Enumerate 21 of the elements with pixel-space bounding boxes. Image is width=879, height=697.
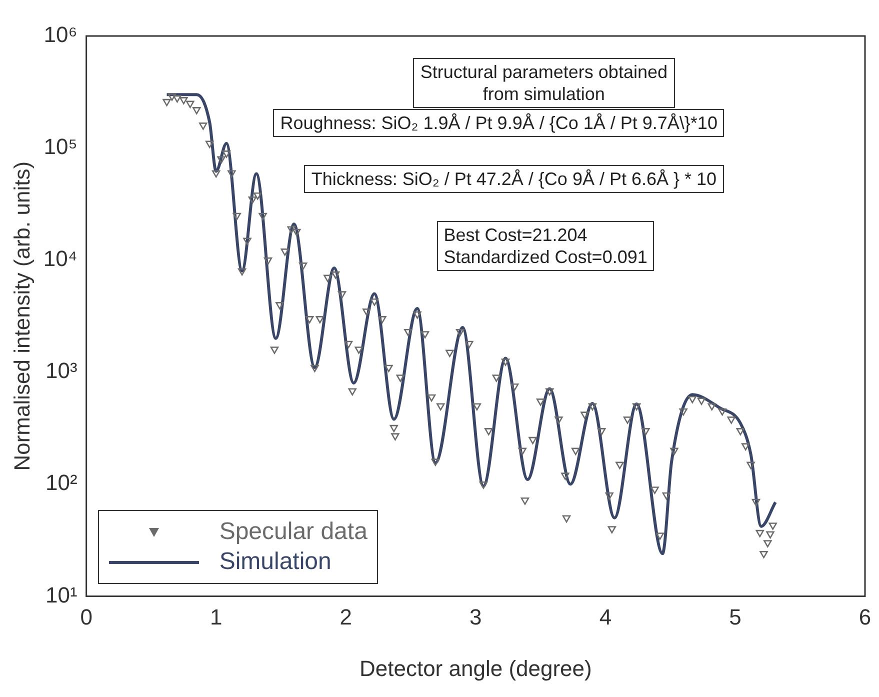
annotation: Roughness: SiO₂ 1.9Å / Pt 9.9Å / {Co 1Å / Pt 9.7Å\}*10 bbox=[273, 108, 724, 137]
x-tick-label: 2 bbox=[340, 604, 352, 630]
y-tick-label: 10⁴ bbox=[43, 246, 78, 272]
annotation: Thickness: SiO₂ / Pt 47.2Å / {Co 9Å / Pt 6.6Å } * 10 bbox=[304, 164, 724, 193]
x-tick-label: 1 bbox=[210, 604, 222, 630]
annotation: Best Cost=21.204 Standardized Cost=0.091 bbox=[436, 220, 654, 271]
y-tick-label: 10⁵ bbox=[44, 134, 78, 160]
x-tick-label: 5 bbox=[729, 604, 742, 630]
y-tick-label: 10⁶ bbox=[44, 22, 78, 48]
x-tick-label: 0 bbox=[80, 604, 92, 630]
legend-label: Simulation bbox=[219, 548, 332, 576]
text: Specular data bbox=[219, 518, 368, 546]
x-axis-title: Detector angle (degree) bbox=[359, 656, 592, 681]
x-tick-label: 4 bbox=[599, 604, 612, 630]
y-axis-title: Normalised intensity (arb. units) bbox=[9, 161, 34, 471]
annotation: Structural parameters obtained from simulation bbox=[413, 58, 674, 108]
x-tick-label: 3 bbox=[470, 604, 482, 630]
y-tick-label: 10¹ bbox=[46, 582, 78, 608]
y-tick-label: 10² bbox=[46, 470, 78, 496]
y-tick-label: 10³ bbox=[46, 358, 78, 384]
x-tick-label: 6 bbox=[858, 604, 872, 630]
